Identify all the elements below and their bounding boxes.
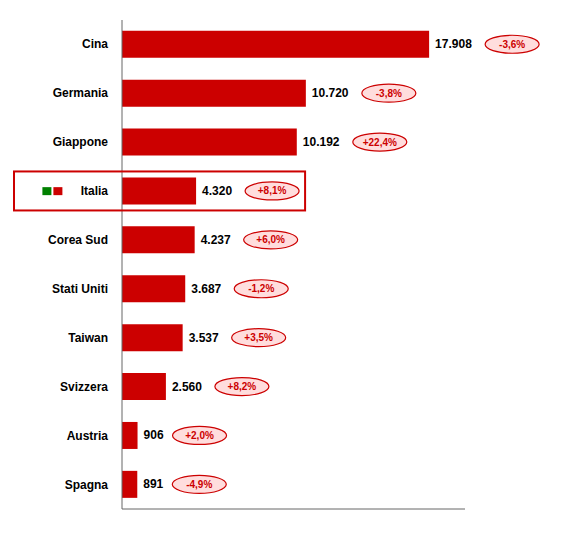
svg-text:-3,6%: -3,6% [499, 39, 525, 50]
svg-text:10.192: 10.192 [303, 135, 340, 149]
svg-text:17.908: 17.908 [435, 37, 472, 51]
svg-text:10.720: 10.720 [312, 86, 349, 100]
svg-text:2.560: 2.560 [172, 380, 202, 394]
svg-text:-1,2%: -1,2% [248, 283, 274, 294]
svg-text:+3,5%: +3,5% [244, 332, 273, 343]
svg-text:4.237: 4.237 [201, 233, 231, 247]
svg-text:Cina: Cina [82, 37, 108, 51]
svg-text:Corea Sud: Corea Sud [48, 233, 108, 247]
svg-text:Germania: Germania [53, 86, 109, 100]
svg-text:3.537: 3.537 [189, 331, 219, 345]
svg-text:+2,0%: +2,0% [185, 430, 214, 441]
svg-text:Austria: Austria [67, 429, 109, 443]
svg-text:3.687: 3.687 [191, 282, 221, 296]
svg-text:Taiwan: Taiwan [68, 331, 108, 345]
svg-text:Svizzera: Svizzera [60, 380, 108, 394]
svg-text:-3,8%: -3,8% [376, 88, 402, 99]
svg-text:+22,4%: +22,4% [363, 137, 397, 148]
svg-text:Italia: Italia [81, 184, 109, 198]
svg-text:Giappone: Giappone [53, 135, 109, 149]
svg-text:891: 891 [143, 477, 163, 491]
svg-text:-4,9%: -4,9% [186, 479, 212, 490]
svg-text:+8,2%: +8,2% [228, 381, 257, 392]
svg-text:906: 906 [144, 428, 164, 442]
svg-text:+6,0%: +6,0% [256, 234, 285, 245]
svg-text:Stati Uniti: Stati Uniti [52, 282, 108, 296]
svg-text:+8,1%: +8,1% [258, 185, 287, 196]
svg-text:Spagna: Spagna [65, 478, 109, 492]
svg-text:4.320: 4.320 [202, 184, 232, 198]
